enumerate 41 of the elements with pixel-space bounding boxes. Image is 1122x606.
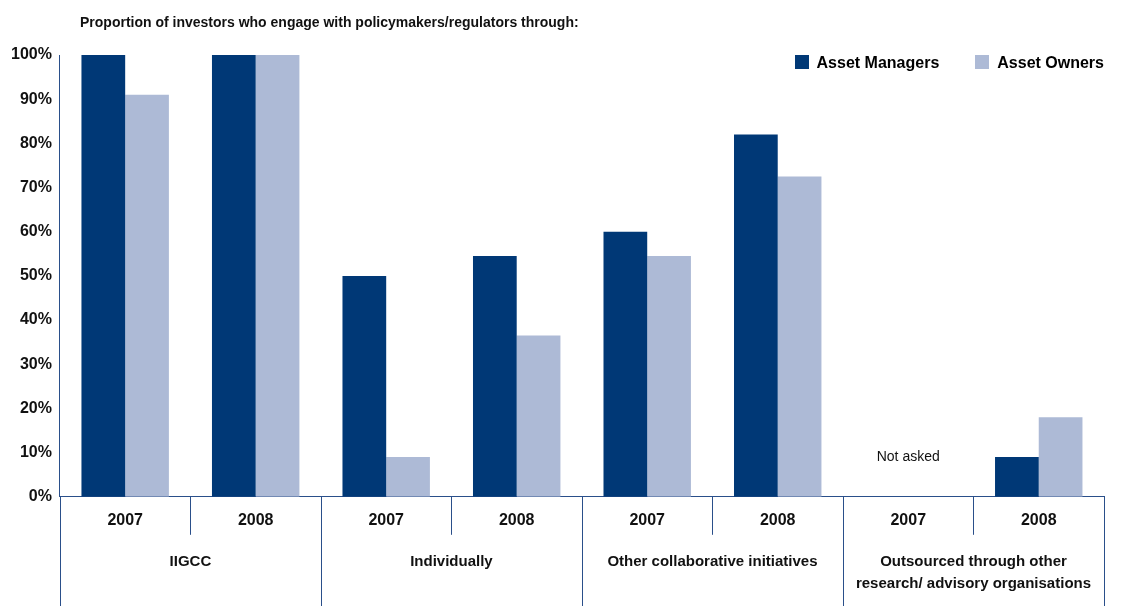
- legend-label: Asset Managers: [815, 54, 940, 72]
- bar: [995, 457, 1039, 497]
- legend-label: Asset Owners: [996, 54, 1104, 72]
- bar: [603, 231, 648, 497]
- x-tick-label: 2007: [368, 510, 405, 528]
- bar: [472, 256, 517, 497]
- x-tick-label: 2008: [498, 510, 535, 528]
- bar: [516, 335, 561, 497]
- x-tick-label: 2008: [237, 510, 274, 528]
- y-tick-label: 70%: [19, 177, 52, 195]
- x-tick-label: 2007: [107, 510, 144, 528]
- bar: [734, 134, 778, 497]
- chart-title: Proportion of investors who engage with policymakers/regulators through:: [80, 14, 579, 30]
- y-tick-label: 60%: [19, 222, 52, 240]
- bar: [386, 457, 430, 497]
- annotation: Not asked: [876, 447, 940, 464]
- y-tick-label: 0%: [28, 487, 52, 505]
- y-tick-label: 40%: [19, 310, 52, 328]
- bar: [81, 55, 126, 497]
- bar: [255, 55, 300, 497]
- bar: [647, 256, 691, 497]
- y-tick-label: 50%: [19, 266, 52, 284]
- y-tick-label: 30%: [19, 354, 52, 372]
- y-tick-label: 100%: [11, 45, 52, 63]
- bar: [125, 94, 169, 497]
- bar: [342, 275, 387, 497]
- text: IIGCC: [169, 552, 212, 570]
- bar: [1038, 417, 1083, 497]
- bar: [211, 55, 256, 497]
- x-tick-label: 2008: [1020, 510, 1057, 528]
- y-tick-label: 90%: [19, 89, 52, 107]
- x-tick-label: 2008: [759, 510, 796, 528]
- text: Other collaborative initiatives: [607, 552, 818, 570]
- y-tick-label: 10%: [19, 443, 52, 461]
- y-tick-label: 80%: [19, 133, 52, 151]
- text: Outsourced through other research/ advisory organisations: [855, 552, 1092, 592]
- x-tick-label: 2007: [890, 510, 927, 528]
- y-tick-label: 20%: [19, 398, 52, 416]
- bar: [777, 176, 822, 497]
- text: Individually: [410, 552, 494, 570]
- x-tick-label: 2007: [629, 510, 666, 528]
